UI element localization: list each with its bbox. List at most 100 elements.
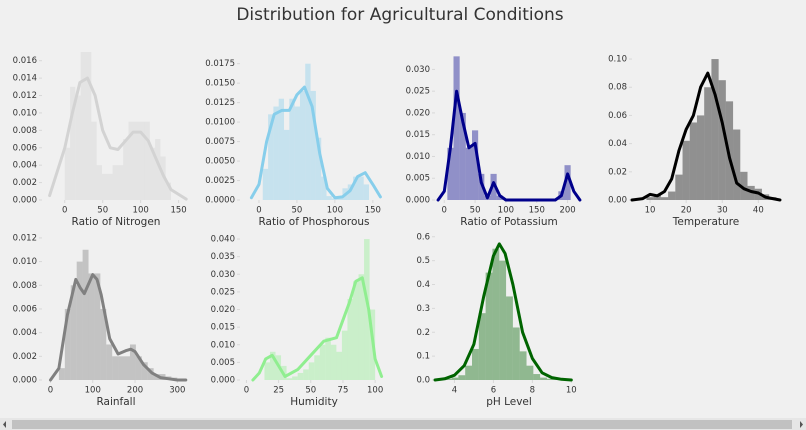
histogram-bar (668, 191, 676, 200)
y-tick-label: 0.0000 (205, 196, 235, 206)
x-tick-label: 0 (62, 206, 67, 216)
y-tick-label: 0.008 (13, 126, 37, 136)
histogram-bar (331, 198, 338, 200)
x-tick-label: 4 (452, 386, 457, 396)
histogram-bar (675, 174, 683, 200)
histogram-bar (512, 327, 520, 380)
scroll-left-arrow[interactable] (3, 421, 6, 428)
histogram-bar (465, 365, 472, 380)
y-tick-label: 0.010 (13, 108, 37, 118)
y-tick-label: 0.012 (13, 233, 37, 243)
kde-line (49, 273, 188, 382)
histogram-bar (76, 261, 83, 380)
histogram-bar (499, 260, 507, 380)
histogram-bar (478, 173, 485, 200)
y-tick-label: 0.002 (13, 178, 37, 188)
x-axis-label: Temperature (672, 216, 740, 228)
histogram-bar (305, 63, 311, 201)
histogram-bar (540, 377, 547, 380)
histogram-bar (314, 355, 320, 380)
x-tick-label: 0 (442, 206, 447, 216)
x-tick-label: 0 (256, 206, 261, 216)
histogram-bar (107, 173, 113, 200)
histogram-bar (326, 196, 332, 200)
histogram-bar (336, 351, 342, 380)
y-tick-label: 0.000 (13, 376, 37, 386)
histogram-bar (286, 378, 293, 380)
histogram-bar (82, 249, 89, 380)
x-axis-label: Humidity (290, 396, 338, 408)
histogram-bar (289, 98, 295, 200)
histogram-bar (91, 121, 97, 200)
x-tick-label: 100 (85, 386, 101, 396)
histogram-bar (465, 147, 472, 200)
histogram-bar (330, 344, 337, 380)
y-tick-label: 0.014 (13, 74, 37, 84)
histogram-bar (319, 344, 326, 380)
histogram-bar (264, 362, 270, 380)
histogram-bar (321, 176, 327, 200)
histogram-bar (646, 197, 654, 200)
x-tick-label: 300 (169, 386, 185, 396)
histogram-bar (86, 52, 92, 200)
histogram-bar (490, 173, 497, 200)
y-tick-label: 0.1 (416, 352, 430, 362)
x-tick-label: 10 (645, 206, 656, 216)
histogram-bar (58, 368, 65, 380)
y-tick-label: 0.004 (13, 328, 37, 338)
histogram-bar (485, 272, 493, 380)
y-tick-label: 0.0025 (205, 176, 235, 186)
histogram-bar (64, 308, 71, 380)
x-tick-label: 100 (367, 386, 383, 396)
y-tick-label: 0.010 (13, 257, 37, 267)
histogram-bar (447, 147, 454, 200)
y-tick-label: 0.0150 (205, 79, 235, 89)
x-tick-label: 10 (566, 386, 577, 396)
histogram-bar (453, 56, 460, 201)
y-tick-label: 0.010 (406, 152, 430, 162)
y-tick-label: 0.3 (416, 304, 430, 314)
histogram-bar (682, 140, 690, 200)
scroll-right-arrow[interactable] (800, 421, 803, 428)
histogram-bar (133, 121, 140, 200)
histogram-bar (358, 274, 365, 380)
histogram-bar (704, 87, 712, 200)
y-tick-label: 0.000 (211, 376, 235, 386)
histogram-bar (492, 248, 500, 380)
histogram-bar (363, 184, 370, 200)
y-tick-label: 0.020 (406, 108, 430, 118)
histogram-bar (123, 139, 129, 200)
histogram-bar (297, 372, 304, 380)
histogram-bar (733, 129, 741, 200)
histogram-bar (268, 114, 274, 200)
scroll-thumb[interactable] (12, 420, 792, 429)
histogram-bar (352, 281, 359, 380)
figure-title: Distribution for Agricultural Conditions (236, 5, 563, 25)
kde-line (48, 76, 188, 201)
x-tick-label: 100 (133, 206, 149, 216)
histogram-bar (444, 378, 452, 380)
y-tick-label: 0.0100 (205, 118, 235, 128)
histogram-bar (118, 356, 125, 380)
y-tick-label: 0.000 (13, 196, 37, 206)
histogram-bar (478, 313, 486, 380)
x-tick-label: 40 (753, 206, 764, 216)
y-tick-label: 0.035 (211, 252, 235, 262)
histogram-bar (106, 344, 113, 380)
histogram-bar (718, 80, 726, 200)
histogram-bar (364, 239, 370, 380)
histogram-bar (358, 176, 364, 200)
histogram-bar (325, 337, 331, 380)
histogram-bar (299, 90, 306, 200)
histogram-bar (496, 195, 503, 200)
histogram-bar (96, 165, 102, 200)
x-tick-label: 150 (170, 206, 186, 216)
histogram-bar (310, 90, 316, 200)
histogram-bar (149, 147, 156, 200)
scrollbar[interactable] (0, 418, 806, 430)
y-tick-label: 0.0175 (205, 59, 235, 69)
histogram-bar (117, 165, 124, 200)
histogram-bar (696, 115, 705, 200)
